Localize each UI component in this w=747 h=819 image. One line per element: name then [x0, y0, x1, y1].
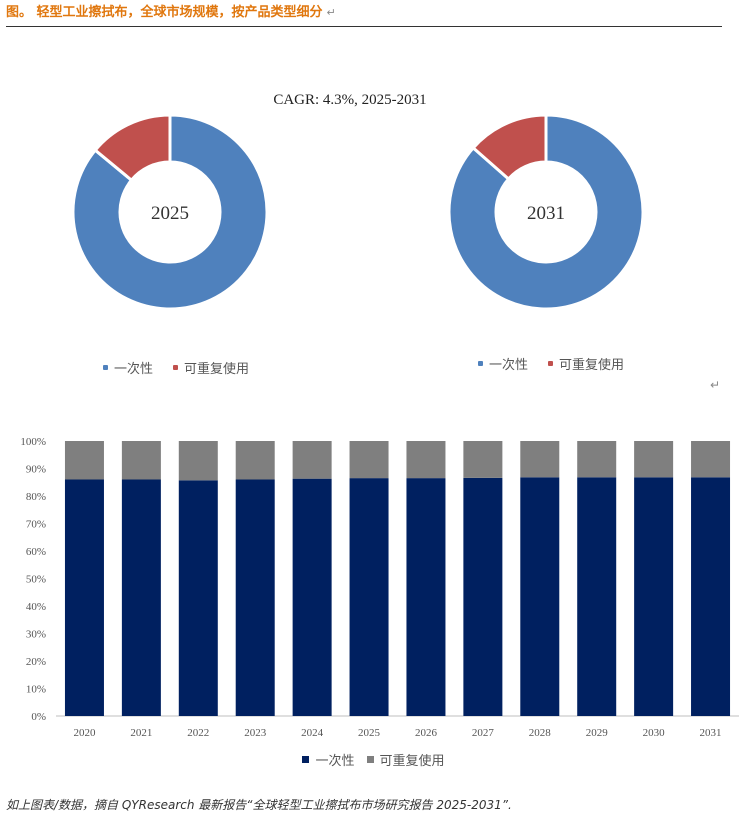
legend-marker-icon [302, 756, 310, 763]
bar-single-use-2024 [292, 478, 332, 716]
x-tick-label: 2031 [700, 727, 722, 739]
y-tick-label: 90% [26, 464, 46, 476]
x-tick-label: 2026 [415, 727, 438, 739]
donut-legend-2031: 一次性 可重复使用 [478, 354, 638, 373]
bar-reusable-2020 [64, 441, 104, 480]
bar-single-use-2025 [349, 478, 389, 716]
bar-single-use-2030 [634, 477, 674, 716]
pie-slice-reusable [471, 113, 548, 182]
x-tick-label: 2020 [73, 727, 96, 739]
bar-reusable-2024 [292, 441, 332, 479]
return-mark-icon: ↵ [710, 378, 721, 392]
y-tick-label: 10% [26, 684, 46, 696]
x-tick-label: 2029 [586, 727, 609, 739]
bar-single-use-2026 [406, 478, 446, 716]
x-tick-label: 2025 [358, 727, 381, 739]
x-tick-label: 2028 [529, 727, 552, 739]
y-tick-label: 0% [31, 711, 46, 723]
legend-marker-icon [548, 361, 554, 366]
bar-reusable-2023 [235, 441, 275, 480]
bar-reusable-2031 [691, 441, 731, 478]
legend-marker-icon [366, 756, 374, 763]
y-tick-label: 40% [26, 601, 46, 613]
bar-single-use-2031 [691, 477, 731, 716]
figure-title: 图。 轻型工业擦拭布，全球市场规模，按产品类型细分 ↵ [6, 4, 722, 27]
figure-title-text: 图。 轻型工业擦拭布，全球市场规模，按产品类型细分 [6, 5, 323, 20]
bar-single-use-2021 [121, 479, 161, 716]
bar-legend: 一次性 可重复使用 [0, 750, 747, 769]
bar-single-use-2029 [577, 477, 617, 716]
legend-item-reusable: 可重复使用 [548, 354, 624, 373]
bar-single-use-2023 [235, 479, 275, 716]
bar-reusable-2021 [121, 441, 161, 480]
return-mark-icon: ↵ [326, 6, 336, 19]
legend-label-reusable: 可重复使用 [184, 362, 250, 377]
legend-item-single-use: 一次性 [302, 750, 355, 769]
legend-label-reusable: 可重复使用 [559, 358, 625, 373]
bar-reusable-2028 [520, 441, 560, 478]
legend-label-single-use: 一次性 [489, 358, 529, 373]
legend-marker-icon [173, 365, 179, 370]
x-tick-label: 2024 [301, 727, 324, 739]
donut-center-label: 2031 [527, 203, 565, 224]
bar-single-use-2020 [64, 479, 104, 716]
bar-single-use-2027 [463, 477, 503, 716]
bar-reusable-2026 [406, 441, 446, 479]
x-tick-label: 2030 [643, 727, 666, 739]
donut-center-label: 2025 [151, 203, 189, 224]
legend-label-single-use: 一次性 [114, 362, 154, 377]
y-tick-label: 60% [26, 546, 46, 558]
bar-single-use-2028 [520, 477, 560, 716]
bar-reusable-2029 [577, 441, 617, 478]
y-tick-label: 100% [20, 436, 46, 448]
pie-slice-single-use [71, 113, 269, 311]
x-tick-label: 2021 [130, 727, 152, 739]
legend-marker-icon [478, 361, 483, 366]
y-tick-label: 80% [26, 491, 46, 503]
bar-reusable-2030 [634, 441, 674, 478]
x-tick-label: 2022 [187, 727, 209, 739]
bar-reusable-2022 [178, 441, 218, 481]
legend-label-single-use: 一次性 [315, 754, 355, 769]
pie-slice-single-use [447, 113, 645, 311]
legend-label-reusable: 可重复使用 [379, 754, 445, 769]
legend-item-single-use: 一次性 [103, 358, 153, 377]
bar-reusable-2027 [463, 441, 503, 478]
source-footnote: 如上图表/数据，摘自 QYResearch 最新报告“全球轻型工业擦拭布市场研究… [6, 798, 512, 812]
legend-item-reusable: 可重复使用 [173, 358, 249, 377]
y-tick-label: 70% [26, 519, 46, 531]
pie-slice-reusable [93, 113, 172, 183]
cagr-label: CAGR: 4.3%, 2025-2031 [273, 92, 427, 108]
legend-marker-icon [103, 365, 108, 370]
y-tick-label: 50% [26, 574, 46, 586]
donut-legend-2025: 一次性 可重复使用 [103, 358, 263, 377]
bar-single-use-2022 [178, 480, 218, 716]
bar-reusable-2025 [349, 441, 389, 479]
x-tick-label: 2023 [244, 727, 267, 739]
x-tick-label: 2027 [472, 727, 495, 739]
y-tick-label: 20% [26, 656, 46, 668]
legend-item-reusable: 可重复使用 [366, 750, 445, 769]
y-tick-label: 30% [26, 629, 46, 641]
legend-item-single-use: 一次性 [478, 354, 528, 373]
